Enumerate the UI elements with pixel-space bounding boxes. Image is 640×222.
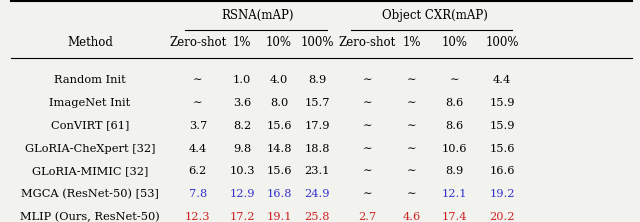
Text: ∼: ∼: [362, 75, 372, 85]
Text: 1%: 1%: [233, 36, 252, 49]
Text: Random Init: Random Init: [54, 75, 126, 85]
Text: ∼: ∼: [407, 166, 416, 176]
Text: 12.1: 12.1: [442, 189, 467, 199]
Text: 4.4: 4.4: [189, 143, 207, 153]
Text: ∼: ∼: [407, 121, 416, 131]
Text: ∼: ∼: [407, 75, 416, 85]
Text: 15.6: 15.6: [266, 166, 292, 176]
Text: ∼: ∼: [193, 98, 202, 108]
Text: ∼: ∼: [362, 166, 372, 176]
Text: 17.4: 17.4: [442, 212, 467, 222]
Text: 17.2: 17.2: [229, 212, 255, 222]
Text: ∼: ∼: [450, 75, 460, 85]
Text: 23.1: 23.1: [304, 166, 330, 176]
Text: 4.4: 4.4: [493, 75, 511, 85]
Text: ∼: ∼: [362, 143, 372, 153]
Text: 10.6: 10.6: [442, 143, 467, 153]
Text: ∼: ∼: [407, 98, 416, 108]
Text: ∼: ∼: [362, 98, 372, 108]
Text: 19.1: 19.1: [266, 212, 292, 222]
Text: 24.9: 24.9: [304, 189, 330, 199]
Text: ∼: ∼: [407, 143, 416, 153]
Text: GLoRIA-CheXpert [32]: GLoRIA-CheXpert [32]: [25, 143, 155, 153]
Text: 10%: 10%: [266, 36, 292, 49]
Text: 16.6: 16.6: [490, 166, 515, 176]
Text: 14.8: 14.8: [266, 143, 292, 153]
Text: ImageNet Init: ImageNet Init: [49, 98, 131, 108]
Text: 3.6: 3.6: [233, 98, 252, 108]
Text: MLIP (Ours, ResNet-50): MLIP (Ours, ResNet-50): [20, 212, 160, 222]
Text: 8.0: 8.0: [270, 98, 288, 108]
Text: 15.6: 15.6: [266, 121, 292, 131]
Text: 12.9: 12.9: [229, 189, 255, 199]
Text: ∼: ∼: [362, 121, 372, 131]
Text: 9.8: 9.8: [233, 143, 252, 153]
Text: ConVIRT [61]: ConVIRT [61]: [51, 121, 129, 131]
Text: 8.9: 8.9: [445, 166, 464, 176]
Text: 100%: 100%: [300, 36, 334, 49]
Text: GLoRIA-MIMIC [32]: GLoRIA-MIMIC [32]: [32, 166, 148, 176]
Text: 15.6: 15.6: [490, 143, 515, 153]
Text: 15.9: 15.9: [490, 98, 515, 108]
Text: 2.7: 2.7: [358, 212, 376, 222]
Text: 12.3: 12.3: [185, 212, 211, 222]
Text: 1.0: 1.0: [233, 75, 252, 85]
Text: 20.2: 20.2: [490, 212, 515, 222]
Text: 19.2: 19.2: [490, 189, 515, 199]
Text: Zero-shot: Zero-shot: [339, 36, 396, 49]
Text: ∼: ∼: [362, 189, 372, 199]
Text: 100%: 100%: [486, 36, 519, 49]
Text: 8.2: 8.2: [233, 121, 252, 131]
Text: 8.6: 8.6: [445, 98, 464, 108]
Text: 18.8: 18.8: [304, 143, 330, 153]
Text: MGCA (ResNet-50) [53]: MGCA (ResNet-50) [53]: [21, 189, 159, 199]
Text: 3.7: 3.7: [189, 121, 207, 131]
Text: 1%: 1%: [403, 36, 420, 49]
Text: 15.7: 15.7: [304, 98, 330, 108]
Text: 4.6: 4.6: [403, 212, 420, 222]
Text: 8.6: 8.6: [445, 121, 464, 131]
Text: 15.9: 15.9: [490, 121, 515, 131]
Text: 25.8: 25.8: [304, 212, 330, 222]
Text: 6.2: 6.2: [189, 166, 207, 176]
Text: Object CXR(mAP): Object CXR(mAP): [381, 9, 488, 22]
Text: 16.8: 16.8: [266, 189, 292, 199]
Text: 10.3: 10.3: [229, 166, 255, 176]
Text: 4.0: 4.0: [270, 75, 288, 85]
Text: 10%: 10%: [442, 36, 468, 49]
Text: Zero-shot: Zero-shot: [169, 36, 227, 49]
Text: 7.8: 7.8: [189, 189, 207, 199]
Text: ∼: ∼: [407, 189, 416, 199]
Text: ∼: ∼: [193, 75, 202, 85]
Text: RSNA(mAP): RSNA(mAP): [221, 9, 294, 22]
Text: 8.9: 8.9: [308, 75, 326, 85]
Text: 17.9: 17.9: [304, 121, 330, 131]
Text: Method: Method: [67, 36, 113, 49]
